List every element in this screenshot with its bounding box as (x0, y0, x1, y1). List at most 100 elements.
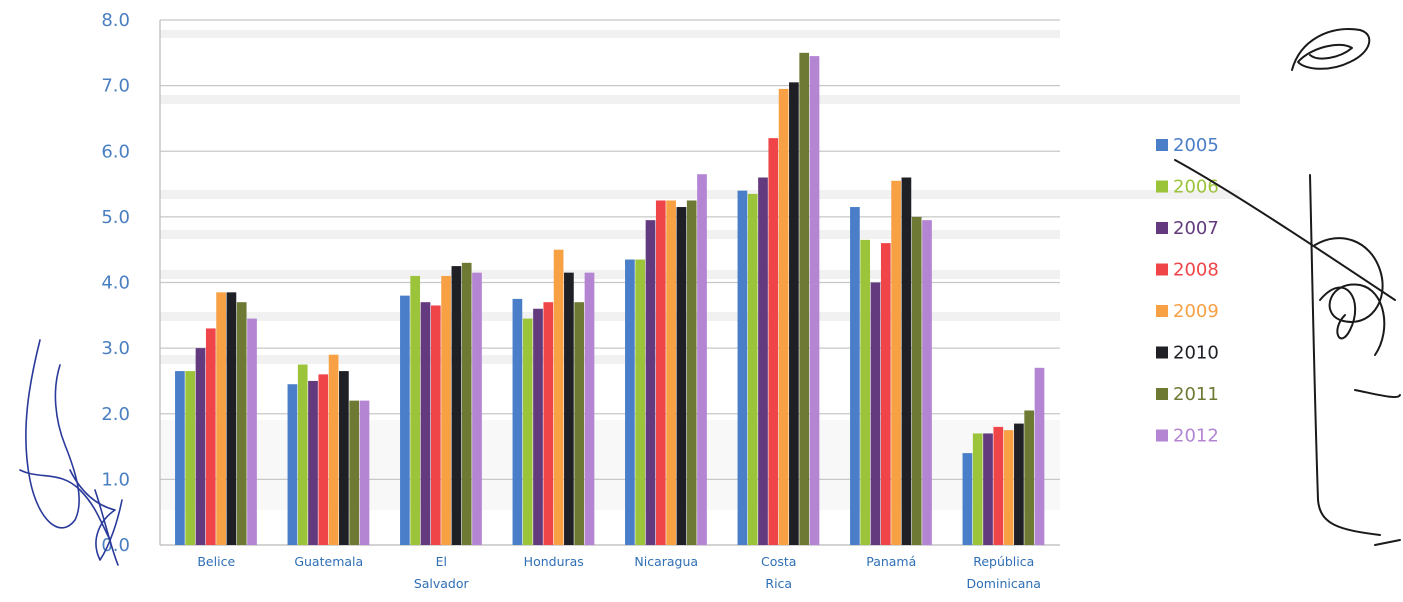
bar-2011-4 (686, 200, 697, 545)
legend-label: 2007 (1173, 218, 1219, 239)
bar-2011-2 (461, 262, 472, 545)
legend-swatch (1156, 139, 1168, 151)
y-tick-label: 4.0 (101, 273, 130, 294)
y-axis-ticks: 0.0 1.0 2.0 3.0 4.0 5.0 6.0 7.0 8.0 (101, 10, 130, 556)
bars (175, 52, 1045, 545)
y-tick-label: 1.0 (101, 469, 130, 490)
bar-2012-4 (697, 174, 707, 545)
bar-2009-6 (891, 180, 901, 545)
bar-2010-3 (564, 272, 574, 545)
bar-2005-5 (737, 190, 748, 545)
y-tick-label: 7.0 (101, 76, 130, 97)
bar-2009-2 (441, 275, 451, 545)
y-tick-label: 0.0 (101, 535, 130, 556)
bar-2005-2 (400, 295, 410, 545)
legend-swatch (1156, 180, 1168, 193)
bar-2005-7 (962, 453, 973, 545)
legend-label: 2009 (1173, 301, 1219, 322)
signature-top-right (1291, 28, 1371, 71)
bar-2012-6 (922, 220, 932, 545)
bar-2007-3 (533, 308, 543, 545)
bar-2009-4 (666, 200, 676, 545)
bar-2006-6 (860, 239, 871, 545)
x-axis: Belice Guatemala El Salvador Honduras Nicarag… (197, 554, 1041, 591)
bar-2009-5 (778, 88, 789, 545)
y-tick-label: 8.0 (101, 10, 130, 31)
bar-2007-2 (420, 302, 431, 545)
bar-2006-3 (522, 318, 533, 545)
bar-2008-0 (205, 328, 216, 545)
bar-2006-2 (410, 275, 421, 545)
y-tick-label: 2.0 (101, 404, 130, 425)
y-tick-label: 5.0 (101, 207, 130, 228)
bar-2010-6 (901, 177, 912, 545)
legend-swatch (1156, 429, 1168, 442)
y-tick-label: 6.0 (101, 141, 130, 162)
bar-2010-7 (1014, 423, 1024, 545)
bar-2006-7 (972, 433, 983, 545)
legend-label: 2012 (1173, 426, 1219, 447)
x-tick-label: El Salvador (414, 554, 470, 591)
bar-2006-4 (635, 259, 646, 545)
x-tick-label: República Dominicana (967, 554, 1041, 591)
bar-2011-6 (911, 216, 922, 545)
bar-2012-7 (1034, 367, 1045, 545)
bar-2011-1 (349, 400, 360, 545)
x-tick-label: Belice (197, 554, 235, 569)
bar-2005-6 (850, 207, 860, 545)
bar-2012-0 (247, 318, 257, 545)
signature-right (1174, 159, 1401, 546)
bar-2005-0 (175, 371, 185, 545)
x-tick-label: Honduras (524, 554, 584, 569)
bar-2009-0 (216, 292, 226, 545)
bar-2009-7 (1003, 430, 1014, 545)
bar-2009-1 (328, 354, 339, 545)
bar-2007-6 (870, 282, 881, 545)
legend-label: 2010 (1173, 343, 1219, 364)
bar-2010-0 (226, 292, 237, 545)
bar-2011-7 (1024, 410, 1035, 545)
bar-2009-3 (553, 249, 564, 545)
bar-2007-5 (758, 177, 768, 545)
bar-2005-1 (287, 384, 298, 545)
bar-2012-3 (584, 272, 595, 545)
legend-swatch (1156, 222, 1168, 234)
legend: 2005 2006 2007 2008 2009 2010 2011 2012 (1156, 135, 1219, 447)
bar-2006-5 (747, 193, 758, 545)
legend-swatch (1156, 305, 1168, 317)
bar-2005-4 (625, 259, 635, 545)
bar-2006-1 (297, 364, 308, 545)
bar-2012-1 (359, 400, 370, 545)
y-tick-label: 3.0 (101, 338, 130, 359)
bar-2007-4 (645, 220, 656, 545)
bar-2010-2 (451, 266, 462, 545)
legend-label: 2011 (1173, 384, 1219, 405)
bar-2010-1 (339, 371, 349, 545)
bar-2008-4 (655, 200, 666, 545)
bar-2008-6 (880, 243, 891, 545)
legend-label: 2006 (1173, 177, 1219, 198)
x-tick-label: Guatemala (294, 554, 363, 569)
legend-label: 2005 (1173, 135, 1219, 156)
bar-2008-2 (430, 305, 441, 545)
signature-left (19, 339, 123, 566)
bar-2008-3 (543, 302, 554, 545)
bar-2010-5 (789, 82, 799, 545)
legend-swatch (1156, 263, 1168, 276)
legend-swatch (1156, 388, 1168, 400)
legend-swatch (1156, 346, 1168, 359)
bar-2007-1 (308, 380, 318, 545)
bar-2011-0 (236, 302, 247, 545)
bar-2008-5 (768, 138, 779, 545)
bar-2011-5 (799, 52, 810, 545)
bar-2006-0 (185, 371, 196, 545)
bar-2010-4 (676, 207, 687, 545)
x-tick-label: Panamá (866, 554, 916, 569)
x-tick-label: Nicaragua (634, 554, 698, 569)
bar-2007-0 (195, 348, 206, 545)
bar-2005-3 (512, 298, 523, 545)
bar-2007-7 (983, 433, 993, 545)
bar-2008-7 (993, 426, 1004, 545)
bar-2012-2 (472, 272, 482, 545)
